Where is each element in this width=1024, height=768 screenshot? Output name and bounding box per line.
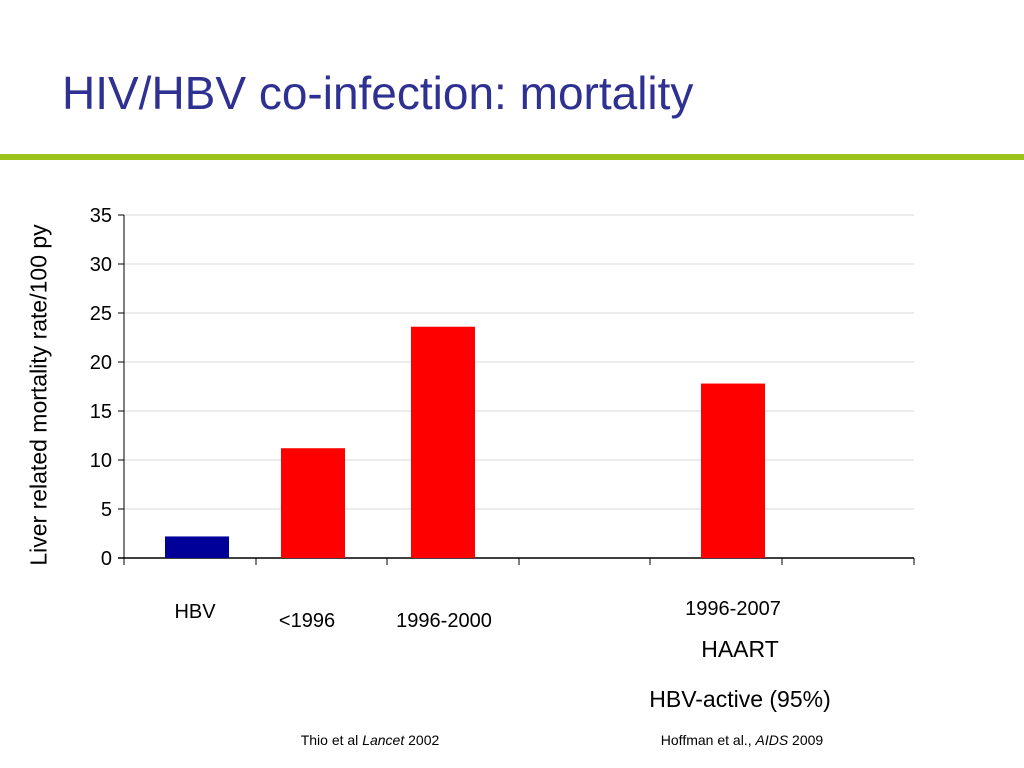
y-tick-label: 25 (90, 303, 112, 325)
x-tick-label-1996-2000: 1996-2000 (396, 610, 492, 632)
x-tick-label-1996-2007: 1996-2007 (685, 598, 781, 620)
haart-label: HAART (701, 636, 779, 662)
hbv-active-label: HBV-active (95%) (649, 686, 831, 712)
bar--1996 (281, 448, 345, 558)
title-divider (0, 154, 1024, 160)
citation-hoffman: Hoffman et al., AIDS 2009 (661, 732, 823, 748)
y-tick-label: 5 (101, 499, 112, 521)
citation-hoffman-year: 2009 (788, 732, 824, 748)
y-tick-label: 30 (90, 254, 112, 276)
slide-title: HIV/HBV co-infection: mortality (62, 67, 694, 119)
y-tick-label: 20 (90, 352, 112, 374)
bar-1996-2000 (411, 326, 475, 558)
x-tick-label-pre-1996: <1996 (278, 610, 336, 632)
citation-thio-author: Thio et al (300, 732, 363, 748)
citation-thio-journal: Lancet (362, 732, 405, 748)
citation-hoffman-author: Hoffman et al., (660, 732, 756, 748)
citation-hoffman-journal: AIDS (755, 732, 789, 748)
y-tick-label: 0 (101, 548, 112, 570)
x-tick-label-hbv: HBV (174, 601, 216, 623)
bar-hbv (165, 536, 229, 558)
y-tick-label: 35 (90, 205, 112, 227)
citation-thio-year: 2002 (404, 732, 440, 748)
y-axis-label: Liver related mortality rate/100 py (25, 224, 52, 566)
y-tick-label: 15 (90, 401, 112, 423)
citation-thio: Thio et al Lancet 2002 (301, 732, 440, 748)
bar-1996-2007 (701, 383, 765, 558)
y-tick-label: 10 (90, 450, 112, 472)
